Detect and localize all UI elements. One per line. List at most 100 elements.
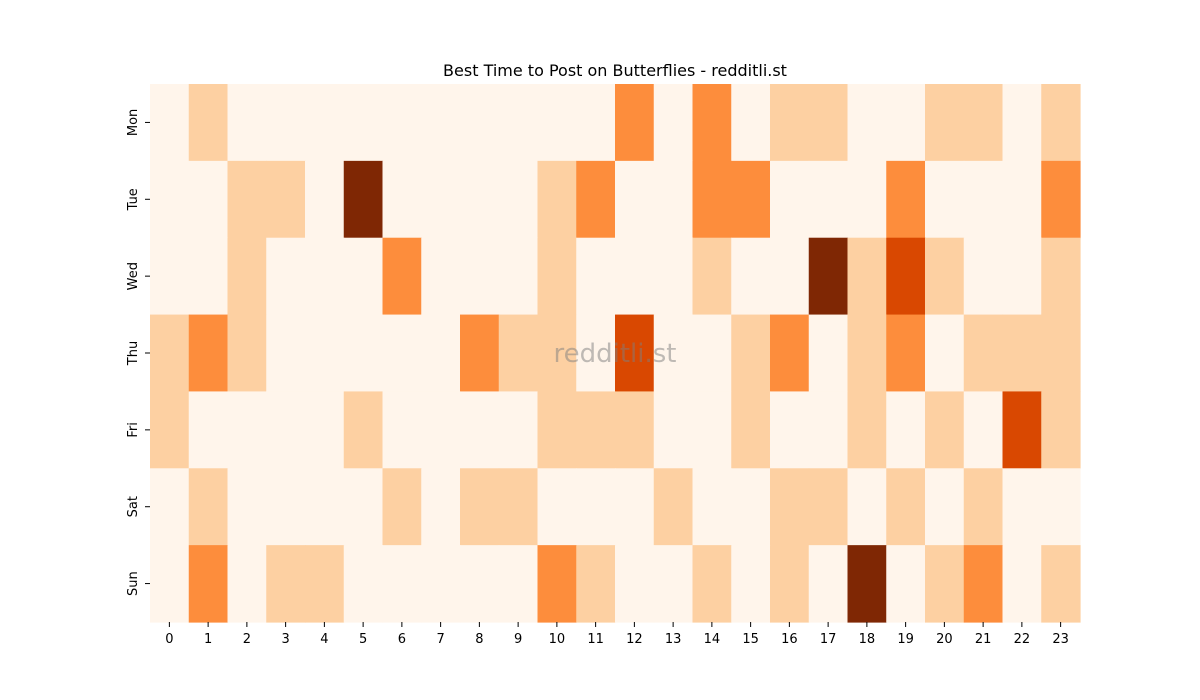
heatmap-cell-sun-3 bbox=[266, 545, 306, 623]
heatmap-cell-wed-21 bbox=[963, 237, 1004, 316]
heatmap-cell-thu-3 bbox=[266, 314, 306, 393]
heatmap-cell-sat-1 bbox=[188, 468, 229, 546]
heatmap-cell-sat-22 bbox=[1002, 468, 1042, 546]
heatmap-cell-sat-21 bbox=[963, 468, 1004, 546]
heatmap-cell-wed-20 bbox=[925, 237, 965, 316]
heatmap-cell-wed-7 bbox=[421, 237, 461, 316]
heatmap-cell-fri-6 bbox=[382, 391, 422, 469]
heatmap-cell-sun-4 bbox=[305, 545, 345, 623]
chart-title: Best Time to Post on Butterflies - reddi… bbox=[443, 61, 787, 80]
x-tick-label: 1 bbox=[204, 632, 212, 647]
heatmap-cell-thu-22 bbox=[1002, 314, 1042, 393]
heatmap-cell-wed-15 bbox=[731, 237, 771, 316]
heatmap-cell-thu-9 bbox=[498, 314, 539, 393]
heatmap-cell-fri-17 bbox=[808, 391, 849, 469]
heatmap-cell-tue-15 bbox=[731, 160, 771, 239]
heatmap-cell-mon-0 bbox=[150, 84, 190, 162]
heatmap-cell-fri-13 bbox=[653, 391, 694, 469]
heatmap-cell-thu-15 bbox=[731, 314, 771, 393]
x-tick-label: 23 bbox=[1052, 632, 1069, 647]
heatmap-cell-mon-23 bbox=[1041, 84, 1081, 162]
heatmap-cell-thu-0 bbox=[150, 314, 190, 393]
heatmap-cell-tue-22 bbox=[1002, 160, 1042, 239]
heatmap-cell-wed-0 bbox=[150, 237, 190, 316]
y-tick-label: Tue bbox=[126, 188, 141, 211]
heatmap-cell-wed-2 bbox=[227, 237, 267, 316]
x-tick-label: 16 bbox=[781, 632, 798, 647]
heatmap-cell-mon-5 bbox=[343, 84, 384, 162]
heatmap-cell-sat-19 bbox=[886, 468, 926, 546]
heatmap-cell-wed-12 bbox=[615, 237, 655, 316]
heatmap-cell-sun-13 bbox=[653, 545, 694, 623]
heatmap-cell-thu-17 bbox=[808, 314, 849, 393]
heatmap-cell-sat-0 bbox=[150, 468, 190, 546]
heatmap-cell-fri-10 bbox=[537, 391, 577, 469]
heatmap-cell-wed-1 bbox=[188, 237, 229, 316]
heatmap-cell-sat-5 bbox=[343, 468, 384, 546]
heatmap-cell-fri-18 bbox=[847, 391, 887, 469]
heatmap-cell-wed-10 bbox=[537, 237, 577, 316]
heatmap-cell-thu-18 bbox=[847, 314, 887, 393]
heatmap-cell-fri-8 bbox=[460, 391, 500, 469]
heatmap-cell-sat-2 bbox=[227, 468, 267, 546]
x-tick-label: 10 bbox=[549, 632, 566, 647]
heatmap-cell-sat-4 bbox=[305, 468, 345, 546]
heatmap-cell-wed-5 bbox=[343, 237, 384, 316]
heatmap-cell-tue-8 bbox=[460, 160, 500, 239]
heatmap-cell-mon-18 bbox=[847, 84, 887, 162]
heatmap-cell-sun-10 bbox=[537, 545, 577, 623]
heatmap-cell-fri-21 bbox=[963, 391, 1004, 469]
x-tick-label: 9 bbox=[514, 632, 522, 647]
heatmap-cell-tue-13 bbox=[653, 160, 694, 239]
heatmap-cell-mon-6 bbox=[382, 84, 422, 162]
heatmap-cell-thu-7 bbox=[421, 314, 461, 393]
heatmap-cell-fri-20 bbox=[925, 391, 965, 469]
heatmap-cell-tue-0 bbox=[150, 160, 190, 239]
y-axis-ticks: Mon Tue Wed Thu Fri Sat Sun bbox=[126, 109, 150, 596]
heatmap-cell-sun-21 bbox=[963, 545, 1004, 623]
heatmap-cell-wed-17 bbox=[808, 237, 849, 316]
x-tick-label: 21 bbox=[975, 632, 992, 647]
heatmap-cell-wed-4 bbox=[305, 237, 345, 316]
heatmap-cell-sun-19 bbox=[886, 545, 926, 623]
heatmap-cell-mon-7 bbox=[421, 84, 461, 162]
heatmap-cell-wed-23 bbox=[1041, 237, 1081, 316]
heatmap-cell-fri-7 bbox=[421, 391, 461, 469]
heatmap-cell-mon-14 bbox=[692, 84, 732, 162]
heatmap-cell-fri-23 bbox=[1041, 391, 1081, 469]
x-tick-label: 14 bbox=[704, 632, 721, 647]
heatmap-cell-thu-20 bbox=[925, 314, 965, 393]
heatmap-cell-fri-11 bbox=[576, 391, 616, 469]
heatmap-cell-wed-6 bbox=[382, 237, 422, 316]
heatmap-cell-wed-11 bbox=[576, 237, 616, 316]
heatmap-cell-tue-7 bbox=[421, 160, 461, 239]
heatmap-cell-tue-5 bbox=[343, 160, 384, 239]
heatmap-cell-fri-9 bbox=[498, 391, 539, 469]
x-tick-label: 15 bbox=[742, 632, 759, 647]
heatmap-cell-mon-15 bbox=[731, 84, 771, 162]
heatmap-cell-sat-3 bbox=[266, 468, 306, 546]
heatmap-cell-mon-10 bbox=[537, 84, 577, 162]
heatmap-cell-sun-9 bbox=[498, 545, 539, 623]
heatmap-cell-sat-13 bbox=[653, 468, 694, 546]
heatmap-cell-fri-12 bbox=[615, 391, 655, 469]
heatmap-cell-thu-5 bbox=[343, 314, 384, 393]
heatmap-cell-sun-17 bbox=[808, 545, 849, 623]
heatmap-cell-sat-15 bbox=[731, 468, 771, 546]
heatmap-cell-tue-17 bbox=[808, 160, 849, 239]
heatmap-cell-tue-12 bbox=[615, 160, 655, 239]
heatmap-cell-mon-11 bbox=[576, 84, 616, 162]
heatmap-cell-thu-11 bbox=[576, 314, 616, 393]
heatmap-cell-fri-19 bbox=[886, 391, 926, 469]
heatmap-cell-thu-4 bbox=[305, 314, 345, 393]
heatmap-cell-tue-2 bbox=[227, 160, 267, 239]
heatmap-cell-fri-22 bbox=[1002, 391, 1042, 469]
heatmap-cell-sat-9 bbox=[498, 468, 539, 546]
heatmap-cell-mon-19 bbox=[886, 84, 926, 162]
heatmap-cell-tue-20 bbox=[925, 160, 965, 239]
heatmap-cell-tue-21 bbox=[963, 160, 1004, 239]
x-tick-label: 0 bbox=[165, 632, 173, 647]
heatmap-cell-sun-1 bbox=[188, 545, 229, 623]
heatmap-cell-sat-14 bbox=[692, 468, 732, 546]
